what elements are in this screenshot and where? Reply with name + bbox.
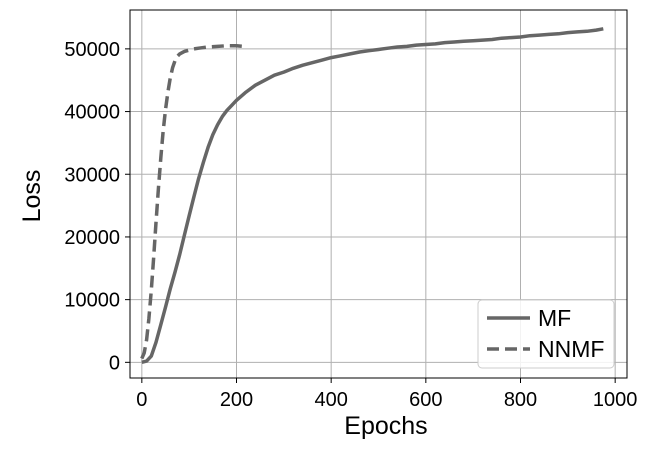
x-tick-label: 400: [314, 389, 347, 411]
x-tick-label: 200: [220, 389, 253, 411]
x-tick-label: 1000: [593, 389, 638, 411]
legend: MF NNMF: [477, 299, 615, 369]
y-axis-title: Loss: [18, 170, 46, 223]
x-tick-label: 600: [409, 389, 442, 411]
x-tick-label: 0: [136, 389, 147, 411]
plot-frame: [129, 9, 628, 379]
y-tick-label: 20000: [64, 227, 120, 249]
y-axis-ticks: 0 10000 20000 30000 40000 50000: [64, 39, 130, 374]
x-gridlines: [141, 10, 616, 378]
x-tick-label: 800: [504, 389, 537, 411]
series-line-nnmf: [140, 43, 244, 360]
legend-label-mf: MF: [538, 305, 571, 331]
y-tick-label: 50000: [64, 39, 120, 61]
y-tick-label: 0: [109, 352, 120, 374]
y-tick-label: 40000: [64, 102, 120, 124]
legend-label-nnmf: NNMF: [538, 336, 604, 362]
x-axis-title: Epochs: [344, 412, 427, 440]
series-lines: [140, 27, 604, 364]
y-tick-label: 30000: [64, 164, 120, 186]
y-tick-label: 10000: [64, 290, 120, 312]
x-axis-ticks: 0 200 400 600 800 1000: [136, 378, 637, 411]
series-line-mf: [141, 27, 604, 364]
